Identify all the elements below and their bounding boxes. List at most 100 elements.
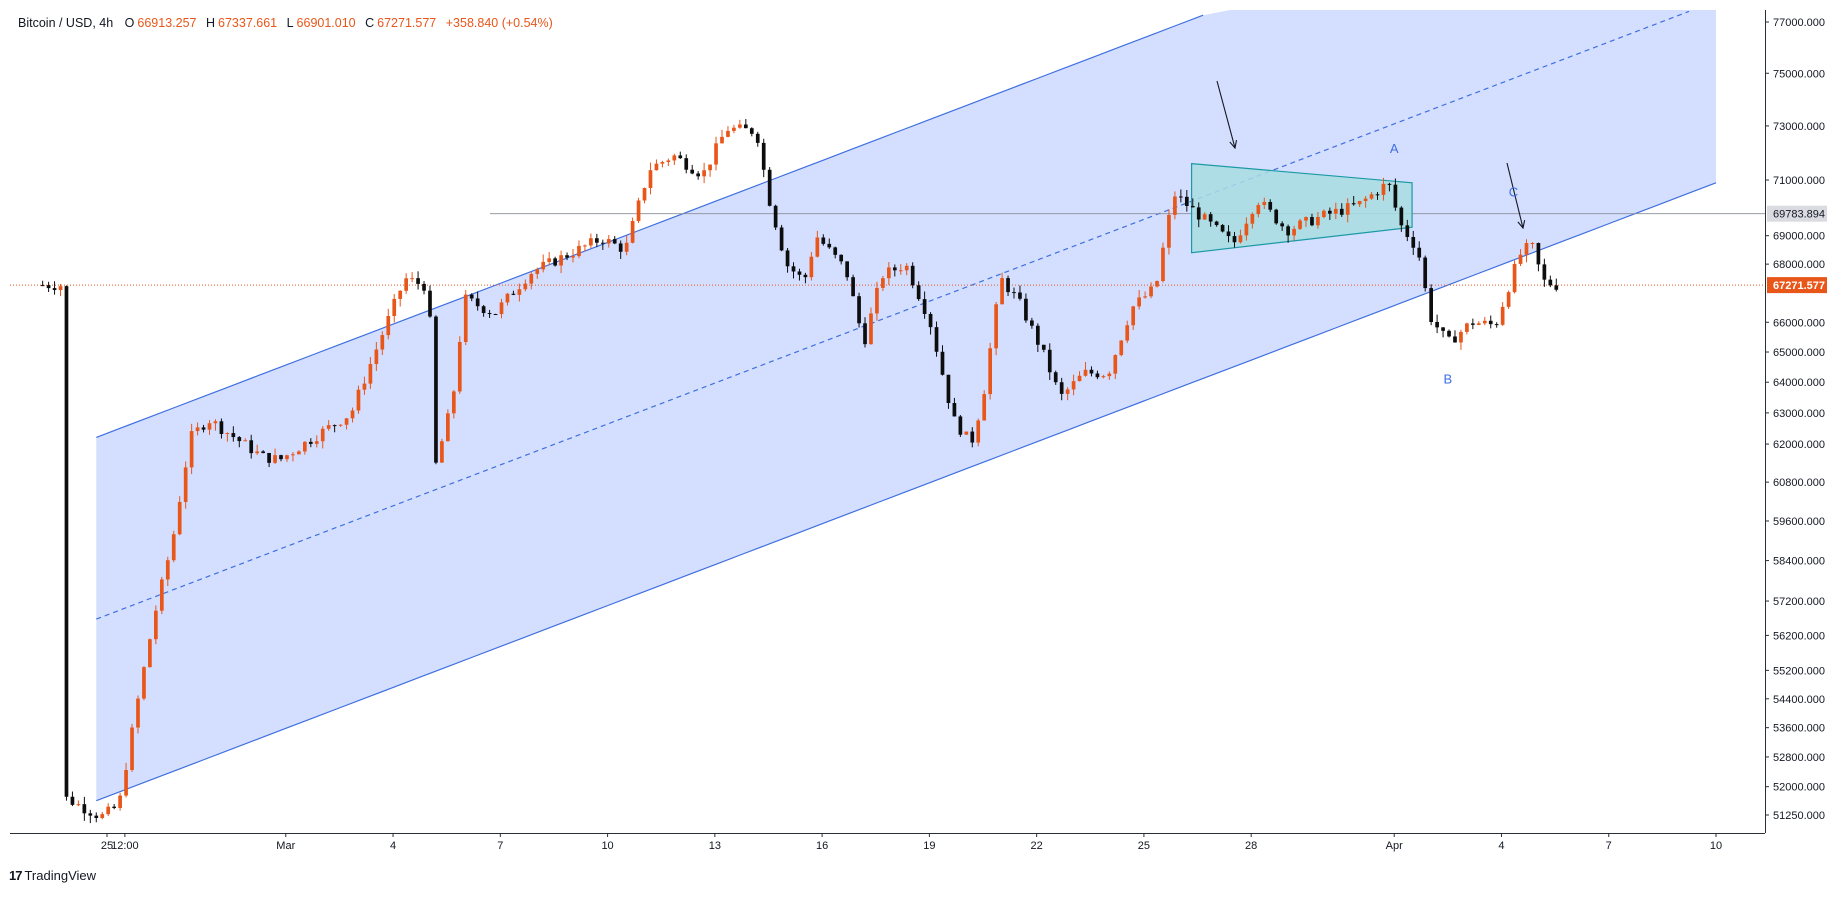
candle-down[interactable]: [797, 271, 802, 275]
candle-up[interactable]: [1506, 292, 1511, 307]
candle-up[interactable]: [964, 431, 969, 435]
candle-up[interactable]: [195, 427, 200, 432]
candle-up[interactable]: [243, 440, 248, 442]
candle-down[interactable]: [1423, 257, 1428, 289]
candle-down[interactable]: [553, 258, 557, 266]
candle-down[interactable]: [416, 278, 420, 284]
candle-up[interactable]: [142, 667, 146, 699]
candle-up[interactable]: [100, 814, 105, 819]
candle-down[interactable]: [1494, 324, 1499, 326]
candle-down[interactable]: [1030, 320, 1034, 326]
candle-down[interactable]: [511, 293, 516, 295]
candle-up[interactable]: [1131, 306, 1136, 326]
candle-up[interactable]: [517, 289, 522, 295]
candle-down[interactable]: [1327, 210, 1332, 214]
candle-down[interactable]: [690, 169, 695, 174]
candle-up[interactable]: [159, 579, 164, 611]
candle-up[interactable]: [1333, 208, 1338, 214]
candle-up[interactable]: [714, 143, 718, 165]
candle-up[interactable]: [875, 287, 879, 314]
candle-down[interactable]: [308, 441, 313, 444]
candle-down[interactable]: [565, 255, 569, 258]
candle-up[interactable]: [1322, 210, 1326, 217]
candle-up[interactable]: [148, 639, 152, 668]
candle-down[interactable]: [1012, 292, 1016, 294]
candle-up[interactable]: [380, 335, 385, 350]
candle-up[interactable]: [559, 255, 563, 266]
candle-up[interactable]: [1530, 243, 1535, 245]
candle-down[interactable]: [1053, 372, 1058, 383]
candle-down[interactable]: [743, 124, 748, 129]
candle-up[interactable]: [505, 293, 510, 303]
candle-down[interactable]: [857, 296, 861, 324]
candle-up[interactable]: [982, 394, 987, 421]
candle-down[interactable]: [1375, 194, 1380, 196]
candle-up[interactable]: [529, 273, 534, 284]
candle-down[interactable]: [1447, 330, 1451, 337]
candle-up[interactable]: [720, 136, 724, 144]
candle-up[interactable]: [344, 418, 349, 425]
candle-up[interactable]: [1369, 194, 1374, 199]
candle-up[interactable]: [994, 304, 998, 349]
channel-upper-line[interactable]: [96, 14, 1204, 438]
candle-down[interactable]: [1542, 264, 1547, 280]
candle-up[interactable]: [1363, 198, 1368, 202]
candle-up[interactable]: [362, 383, 367, 390]
candle-down[interactable]: [481, 306, 486, 314]
candle-up[interactable]: [571, 256, 575, 258]
candle-down[interactable]: [1220, 225, 1225, 232]
candle-up[interactable]: [1113, 355, 1118, 374]
candle-up[interactable]: [356, 389, 361, 411]
candle-up[interactable]: [702, 170, 706, 177]
candle-down[interactable]: [112, 806, 116, 808]
candle-up[interactable]: [398, 290, 403, 299]
candle-down[interactable]: [1429, 288, 1433, 322]
candle-up[interactable]: [624, 242, 629, 252]
annotation-arrow-c[interactable]: [1506, 162, 1524, 229]
candle-down[interactable]: [1399, 207, 1404, 226]
candle-down[interactable]: [958, 416, 963, 435]
candle-up[interactable]: [446, 413, 450, 442]
candle-down[interactable]: [64, 286, 69, 797]
candle-down[interactable]: [696, 173, 701, 177]
candle-down[interactable]: [755, 133, 760, 143]
candle-up[interactable]: [171, 534, 176, 561]
candle-up[interactable]: [642, 187, 647, 201]
candle-down[interactable]: [1179, 196, 1183, 198]
candle-down[interactable]: [821, 237, 826, 244]
candle-down[interactable]: [827, 243, 832, 248]
candle-up[interactable]: [76, 804, 81, 806]
candle-up[interactable]: [726, 130, 730, 137]
candle-down[interactable]: [845, 261, 849, 278]
candle-up[interactable]: [213, 421, 218, 424]
candle-down[interactable]: [851, 277, 855, 297]
candle-up[interactable]: [368, 364, 373, 384]
candle-down[interactable]: [833, 247, 838, 255]
candle-down[interactable]: [600, 242, 605, 244]
candle-down[interactable]: [1095, 373, 1100, 378]
candle-down[interactable]: [1488, 320, 1493, 325]
candle-up[interactable]: [1357, 201, 1362, 205]
candle-up[interactable]: [1345, 203, 1350, 215]
symbol-label[interactable]: Bitcoin / USD, 4h: [18, 16, 114, 30]
candle-down[interactable]: [684, 158, 689, 170]
candle-up[interactable]: [1518, 254, 1523, 264]
candle-down[interactable]: [469, 294, 474, 299]
candle-down[interactable]: [82, 804, 87, 814]
candle-down[interactable]: [428, 290, 432, 317]
candle-up[interactable]: [654, 163, 659, 171]
candle-down[interactable]: [946, 374, 951, 404]
candle-up[interactable]: [1465, 323, 1469, 332]
candle-up[interactable]: [451, 391, 456, 414]
candle-up[interactable]: [1500, 306, 1505, 325]
candle-down[interactable]: [88, 813, 93, 816]
candle-down[interactable]: [779, 227, 784, 251]
candle-down[interactable]: [475, 298, 480, 307]
candle-down[interactable]: [803, 274, 808, 278]
candle-up[interactable]: [898, 270, 903, 272]
candle-down[interactable]: [493, 314, 498, 316]
candle-up[interactable]: [320, 428, 325, 442]
candle-down[interactable]: [1041, 344, 1046, 350]
tradingview-brand[interactable]: 17 TradingView: [9, 868, 96, 883]
candle-up[interactable]: [887, 267, 891, 279]
